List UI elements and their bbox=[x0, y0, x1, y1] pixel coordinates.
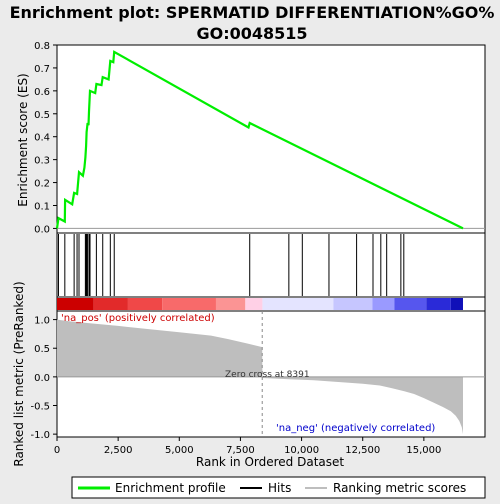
legend-box bbox=[71, 476, 486, 499]
xtick-label: 5,000 bbox=[165, 445, 194, 456]
metric-ytick-label: 1.0 bbox=[34, 316, 50, 327]
heatmap-group bbox=[57, 298, 463, 310]
heatmap-segment bbox=[215, 298, 246, 310]
es-ytick-label: 0.6 bbox=[34, 87, 50, 98]
es-ytick-label: 0.0 bbox=[34, 224, 50, 235]
chart-title-line1: Enrichment plot: SPERMATID DIFFERENTIATI… bbox=[10, 3, 495, 22]
es-ytick-label: 0.7 bbox=[34, 64, 50, 75]
chart-title-line2: GO:0048515 bbox=[196, 24, 307, 43]
es-ytick-label: 0.8 bbox=[34, 41, 50, 52]
es-ytick-label: 0.2 bbox=[34, 179, 50, 190]
es-ylabel: Enrichment score (ES) bbox=[16, 73, 30, 206]
heatmap-segment bbox=[333, 298, 373, 310]
es-line bbox=[55, 50, 464, 230]
heatmap-segment bbox=[450, 298, 463, 310]
heatmap-segment bbox=[426, 298, 451, 310]
metric-ytick-label: 0.5 bbox=[34, 344, 50, 355]
pos-label: 'na_pos' (positively correlated) bbox=[61, 313, 215, 324]
xlabel: Rank in Ordered Dataset bbox=[196, 455, 344, 469]
axis-group: 0 2,500 5,000 7,500 10,000 12,500 15,000 bbox=[54, 437, 441, 456]
xtick-label: 15,000 bbox=[406, 445, 441, 456]
metric-ytick-label: 0.0 bbox=[34, 373, 50, 384]
xtick-label: 12,500 bbox=[345, 445, 380, 456]
es-panel bbox=[56, 44, 486, 234]
metric-ytick-label: -1.0 bbox=[30, 430, 50, 441]
heatmap-segment bbox=[394, 298, 427, 310]
es-ytick-label: 0.1 bbox=[34, 201, 50, 212]
metric-group: 1.0 0.5 0.0 -0.5 -1.0 bbox=[30, 311, 485, 441]
xtick-label: 2,500 bbox=[104, 445, 133, 456]
heatmap-segment bbox=[162, 298, 216, 310]
xtick-label: 7,500 bbox=[226, 445, 255, 456]
neg-label: 'na_neg' (negatively correlated) bbox=[276, 423, 435, 434]
es-ytick-label: 0.4 bbox=[34, 133, 50, 144]
es-ytick-label: 0.3 bbox=[34, 156, 50, 167]
heatmap-segment bbox=[245, 298, 263, 310]
heatmap-segment bbox=[127, 298, 163, 310]
hits-group bbox=[57, 234, 405, 296]
metric-ytick-label: -0.5 bbox=[30, 402, 50, 413]
heatmap-segment bbox=[372, 298, 395, 310]
legend-label-metric: Ranking metric scores bbox=[333, 481, 466, 495]
xtick-label: 10,000 bbox=[284, 445, 319, 456]
heatmap-segment bbox=[262, 298, 334, 310]
metric-ylabel: Ranked list metric (PreRanked) bbox=[12, 281, 26, 466]
heatmap-segment bbox=[93, 298, 128, 310]
legend-label-hits: Hits bbox=[268, 481, 291, 495]
es-group: 0.0 0.1 0.2 0.3 0.4 0.5 0.6 0.7 0.8 bbox=[34, 41, 485, 235]
heatmap-segment bbox=[57, 298, 94, 310]
legend-label-profile: Enrichment profile bbox=[115, 481, 226, 495]
zero-cross-label: Zero cross at 8391 bbox=[225, 370, 310, 380]
es-ytick-label: 0.5 bbox=[34, 110, 50, 121]
hits-panel bbox=[56, 232, 486, 298]
xtick-label: 0 bbox=[54, 445, 60, 456]
